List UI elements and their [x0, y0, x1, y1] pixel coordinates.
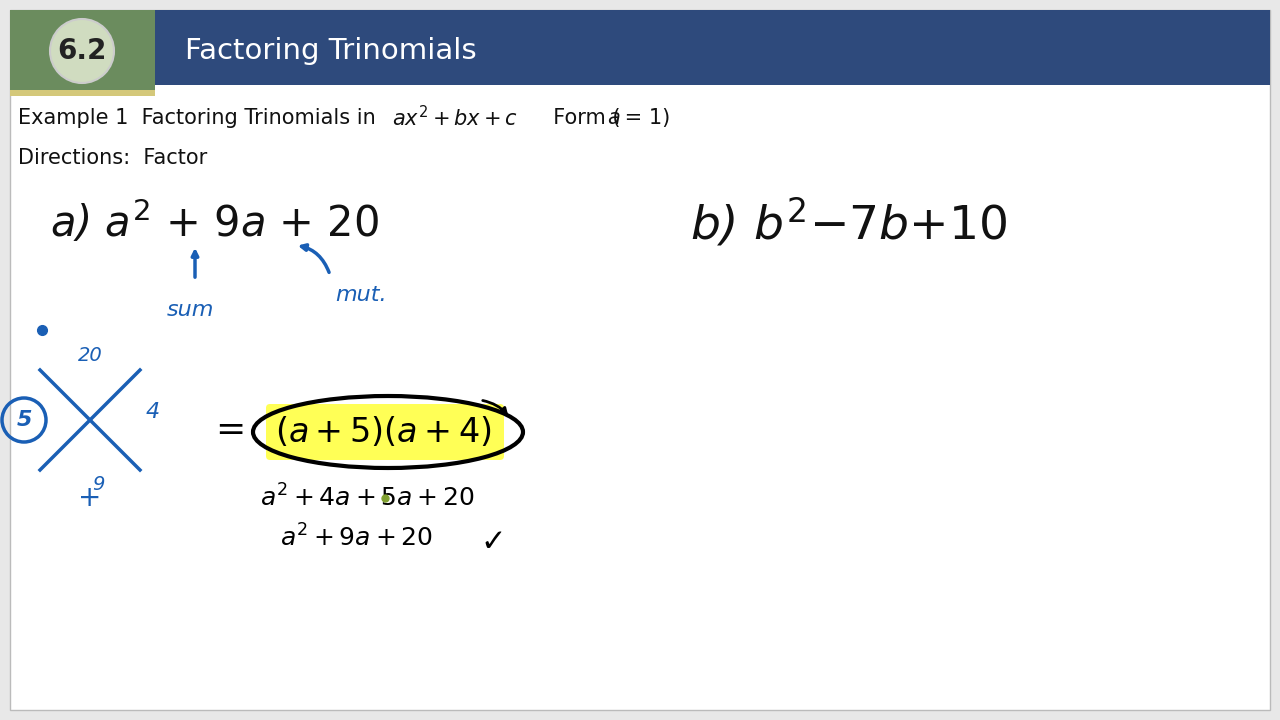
Text: $a^2+4a+5a+20$: $a^2+4a+5a+20$	[260, 485, 475, 512]
Text: Example 1  Factoring Trinomials in: Example 1 Factoring Trinomials in	[18, 108, 383, 128]
FancyBboxPatch shape	[10, 10, 1270, 710]
Text: 6.2: 6.2	[58, 37, 106, 65]
Text: $a^2+9a+20$: $a^2+9a+20$	[280, 524, 433, 552]
Text: 5: 5	[17, 410, 32, 430]
Text: $a$: $a$	[607, 108, 621, 128]
Text: Factoring Trinomials: Factoring Trinomials	[186, 37, 476, 65]
Text: = 1): = 1)	[618, 108, 671, 128]
Text: mut.: mut.	[335, 285, 387, 305]
FancyBboxPatch shape	[10, 90, 155, 96]
Text: Directions:  Factor: Directions: Factor	[18, 148, 207, 168]
Text: 4: 4	[146, 402, 160, 422]
Text: Form (: Form (	[540, 108, 621, 128]
Text: a) $a^2$ + $9a$ + $20$: a) $a^2$ + $9a$ + $20$	[50, 198, 379, 246]
Text: sum: sum	[166, 300, 214, 320]
Text: $ax^2 + bx + c$: $ax^2 + bx + c$	[392, 105, 518, 130]
Circle shape	[50, 19, 114, 83]
Text: =: =	[215, 413, 246, 447]
FancyBboxPatch shape	[155, 10, 1270, 85]
Text: +: +	[78, 484, 101, 512]
Text: 9: 9	[92, 475, 104, 494]
Text: b) $b^2$$-$$7b$$+$$10$: b) $b^2$$-$$7b$$+$$10$	[690, 196, 1007, 248]
Text: $\checkmark$: $\checkmark$	[480, 526, 502, 554]
FancyBboxPatch shape	[10, 10, 155, 92]
FancyBboxPatch shape	[266, 404, 504, 460]
Text: 20: 20	[78, 346, 102, 365]
Text: $(a+5)(a+4)$: $(a+5)(a+4)$	[275, 415, 492, 449]
